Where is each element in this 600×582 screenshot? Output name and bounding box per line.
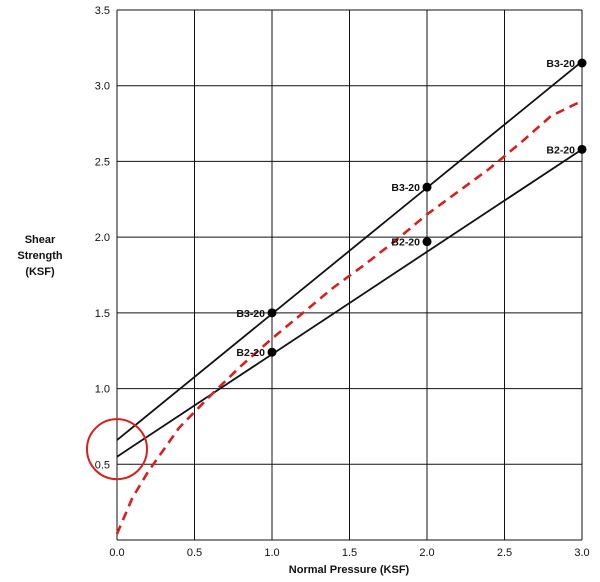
x-tick-label: 1.5 [342,547,357,559]
fit-line [116,148,583,458]
data-point [577,58,587,68]
data-point [267,347,277,357]
data-point [577,144,587,154]
y-tick-label: 1.5 [95,308,110,320]
fit-line [116,60,583,441]
x-tick-label: 2.0 [419,547,434,559]
y-tick-label: 3.0 [95,81,110,93]
x-tick-label: 2.5 [497,547,512,559]
y-tick-label: 2.0 [95,232,110,244]
data-point-label: B2-20 [546,144,575,156]
y-axis-label-line2: Strength [17,250,63,262]
data-point-label: B3-20 [236,308,265,320]
y-tick-label: 3.5 [95,5,110,17]
data-point [422,182,432,192]
dashed-curve [86,99,583,535]
data-points [267,58,587,357]
data-point-label: B3-20 [391,182,420,194]
x-tick-label: 3.0 [574,547,589,559]
data-point-label: B3-20 [546,58,575,70]
x-tick-label: 0.5 [187,547,202,559]
dashed-curve-path [115,99,583,535]
y-tick-label: 0.5 [95,459,110,471]
data-point-label: B2-20 [391,237,420,249]
fit-lines [116,60,583,458]
grid [116,9,583,541]
data-point-label: B2-20 [236,347,265,359]
intercept-highlight-circle [86,418,148,481]
y-axis-label-line3: (KSF) [25,266,55,278]
y-tick-label: 1.0 [95,384,110,396]
tick-labels: 0.0 0.5 1.0 1.5 2.0 2.5 3.0 0.5 1.0 1.5 2.0 2.5 3.0 3… [95,5,590,559]
x-tick-label: 0.0 [109,547,124,559]
data-point [422,237,432,247]
y-tick-label: 2.5 [95,156,110,168]
point-labels: B3-20 B3-20 B3-20 B2-20 B2-20 B2-20 [236,58,575,359]
x-axis-label: Normal Pressure (KSF) [289,564,410,576]
y-axis-label-line1: Shear [25,234,56,246]
data-point [267,308,277,318]
x-tick-label: 1.0 [264,547,279,559]
